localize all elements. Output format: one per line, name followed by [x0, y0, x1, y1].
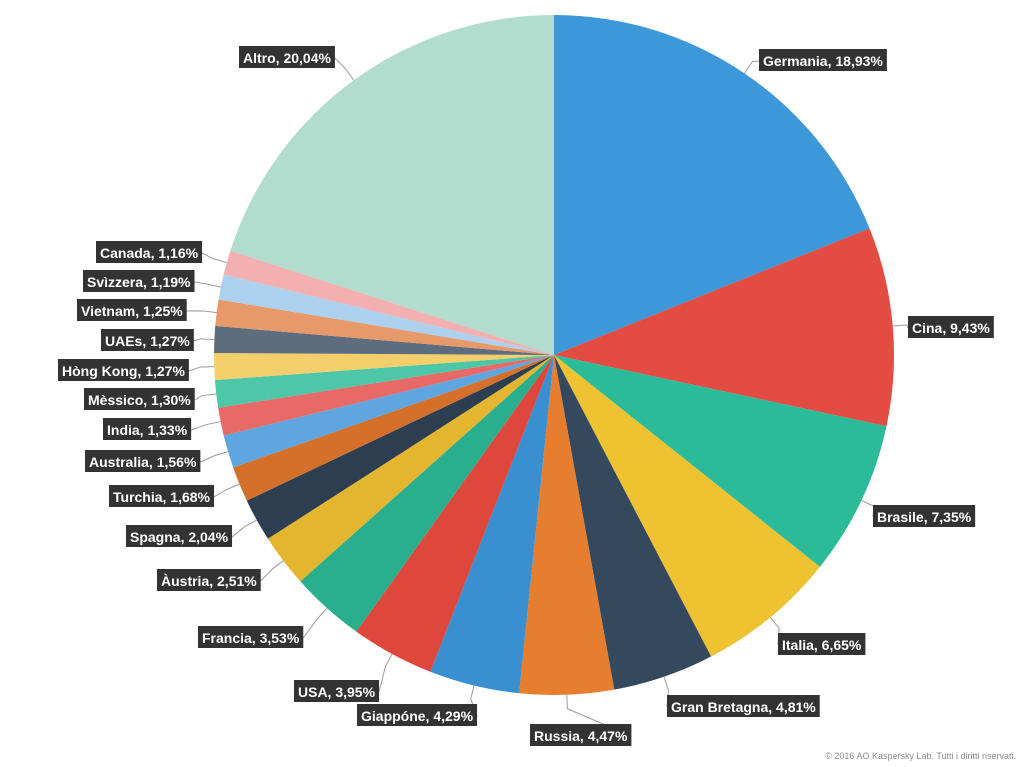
leader-line — [194, 393, 217, 401]
slice-label-svizzera: Svìzzera, 1,19% — [87, 274, 191, 290]
pie-slice-uaes — [214, 325, 554, 355]
slice-label-usa: USA, 3,95% — [298, 684, 376, 700]
slice-label-bg — [759, 49, 887, 71]
slice-label-bg — [109, 485, 215, 507]
slice-label-vietnam: Vietnam, 1,25% — [81, 303, 183, 319]
pie-slice-brasile — [554, 355, 887, 567]
slice-label-australia: Australia, 1,56% — [89, 454, 197, 470]
leader-line — [231, 519, 257, 538]
pie-slice-india — [218, 355, 554, 436]
slice-label-bg — [908, 316, 994, 338]
slice-label-bg — [84, 388, 195, 410]
slice-label-bg — [530, 724, 632, 746]
leader-line — [892, 324, 909, 329]
slice-label-bg — [778, 633, 866, 655]
slice-label-bg — [83, 270, 195, 292]
leader-line — [260, 560, 284, 582]
pie-slice-francia — [300, 355, 554, 632]
slice-label-bg — [126, 525, 233, 547]
slice-label-bg — [294, 680, 380, 702]
slice-label-bg — [157, 569, 261, 591]
slice-label-spagna: Spagna, 2,04% — [130, 529, 229, 545]
leader-line — [861, 499, 875, 518]
slice-label-bg — [103, 418, 192, 440]
slice-label-giappone: Giappóne, 4,29% — [361, 708, 474, 724]
slice-label-bg — [77, 299, 187, 321]
pie-slice-italia — [554, 355, 820, 657]
slice-label-india: India, 1,33% — [107, 422, 188, 438]
slice-label-canada: Canada, 1,16% — [100, 245, 199, 261]
pie-slice-hong-kong — [213, 353, 554, 381]
pie-slices — [213, 14, 895, 695]
slice-label-uaes: UAEs, 1,27% — [105, 333, 190, 349]
pie-slice-cina — [554, 228, 895, 427]
leader-line — [769, 617, 780, 646]
pie-slice-austria — [267, 355, 554, 582]
leader-line — [213, 483, 240, 498]
slice-label-bg — [58, 359, 189, 381]
slice-label-hong-kong: Hòng Kong, 1,27% — [62, 363, 185, 379]
slice-label-austria: Àustria, 2,51% — [161, 573, 257, 589]
slice-label-altro: Altro, 20,04% — [243, 50, 331, 66]
slice-label-brasile: Brasile, 7,35% — [877, 509, 972, 525]
pie-slice-germania — [554, 15, 870, 355]
pie-slice-messico — [214, 355, 554, 408]
leader-line — [201, 252, 227, 264]
pie-slice-vietnam — [215, 299, 555, 355]
slice-label-italia: Italia, 6,65% — [782, 637, 862, 653]
slice-label-bg — [357, 704, 478, 726]
slice-label-bg — [85, 450, 201, 472]
leader-line — [188, 366, 215, 372]
leader-line — [190, 421, 221, 431]
leader-line — [744, 60, 760, 74]
slice-label-cina: Cina, 9,43% — [912, 320, 990, 336]
pie-slice-giappone — [430, 355, 554, 694]
leader-line — [186, 310, 217, 314]
pie-slice-altro — [230, 14, 554, 355]
slice-label-bg — [101, 329, 194, 351]
slice-label-francia: Francia, 3,53% — [202, 630, 300, 646]
pie-slice-usa — [356, 355, 554, 672]
pie-slice-australia — [223, 355, 554, 468]
slice-label-russia: Russia, 4,47% — [534, 728, 628, 744]
leader-line — [378, 653, 393, 693]
slice-label-gran-bretagna: Gran Bretagna, 4,81% — [671, 699, 816, 715]
leader-line — [193, 338, 215, 342]
pie-slice-svizzera — [218, 274, 554, 355]
leader-line — [302, 607, 328, 639]
copyright-notice: © 2016 AO Kaspersky Lab. Tutti i diritti… — [825, 751, 1016, 761]
leader-line — [194, 281, 221, 288]
pie-slice-spagna — [246, 355, 555, 539]
slice-label-bg — [239, 46, 335, 68]
leader-line — [200, 451, 229, 463]
leader-line — [334, 57, 355, 81]
slice-labels: Germania, 18,93% Cina, 9,43% Brasile, 7,35… — [58, 46, 994, 746]
slice-label-germania: Germania, 18,93% — [763, 53, 883, 69]
pie-slice-turchia — [233, 355, 554, 501]
slice-label-bg — [667, 695, 820, 717]
slice-label-turchia: Turchia, 1,68% — [113, 489, 211, 505]
pie-slice-russia — [519, 355, 615, 695]
slice-label-bg — [96, 241, 203, 263]
pie-slice-canada — [223, 250, 554, 355]
slice-label-bg — [873, 505, 976, 527]
slice-label-bg — [198, 626, 304, 648]
pie-slice-gran-bretagna — [554, 355, 712, 690]
slice-label-messico: Mèssico, 1,30% — [88, 392, 191, 408]
